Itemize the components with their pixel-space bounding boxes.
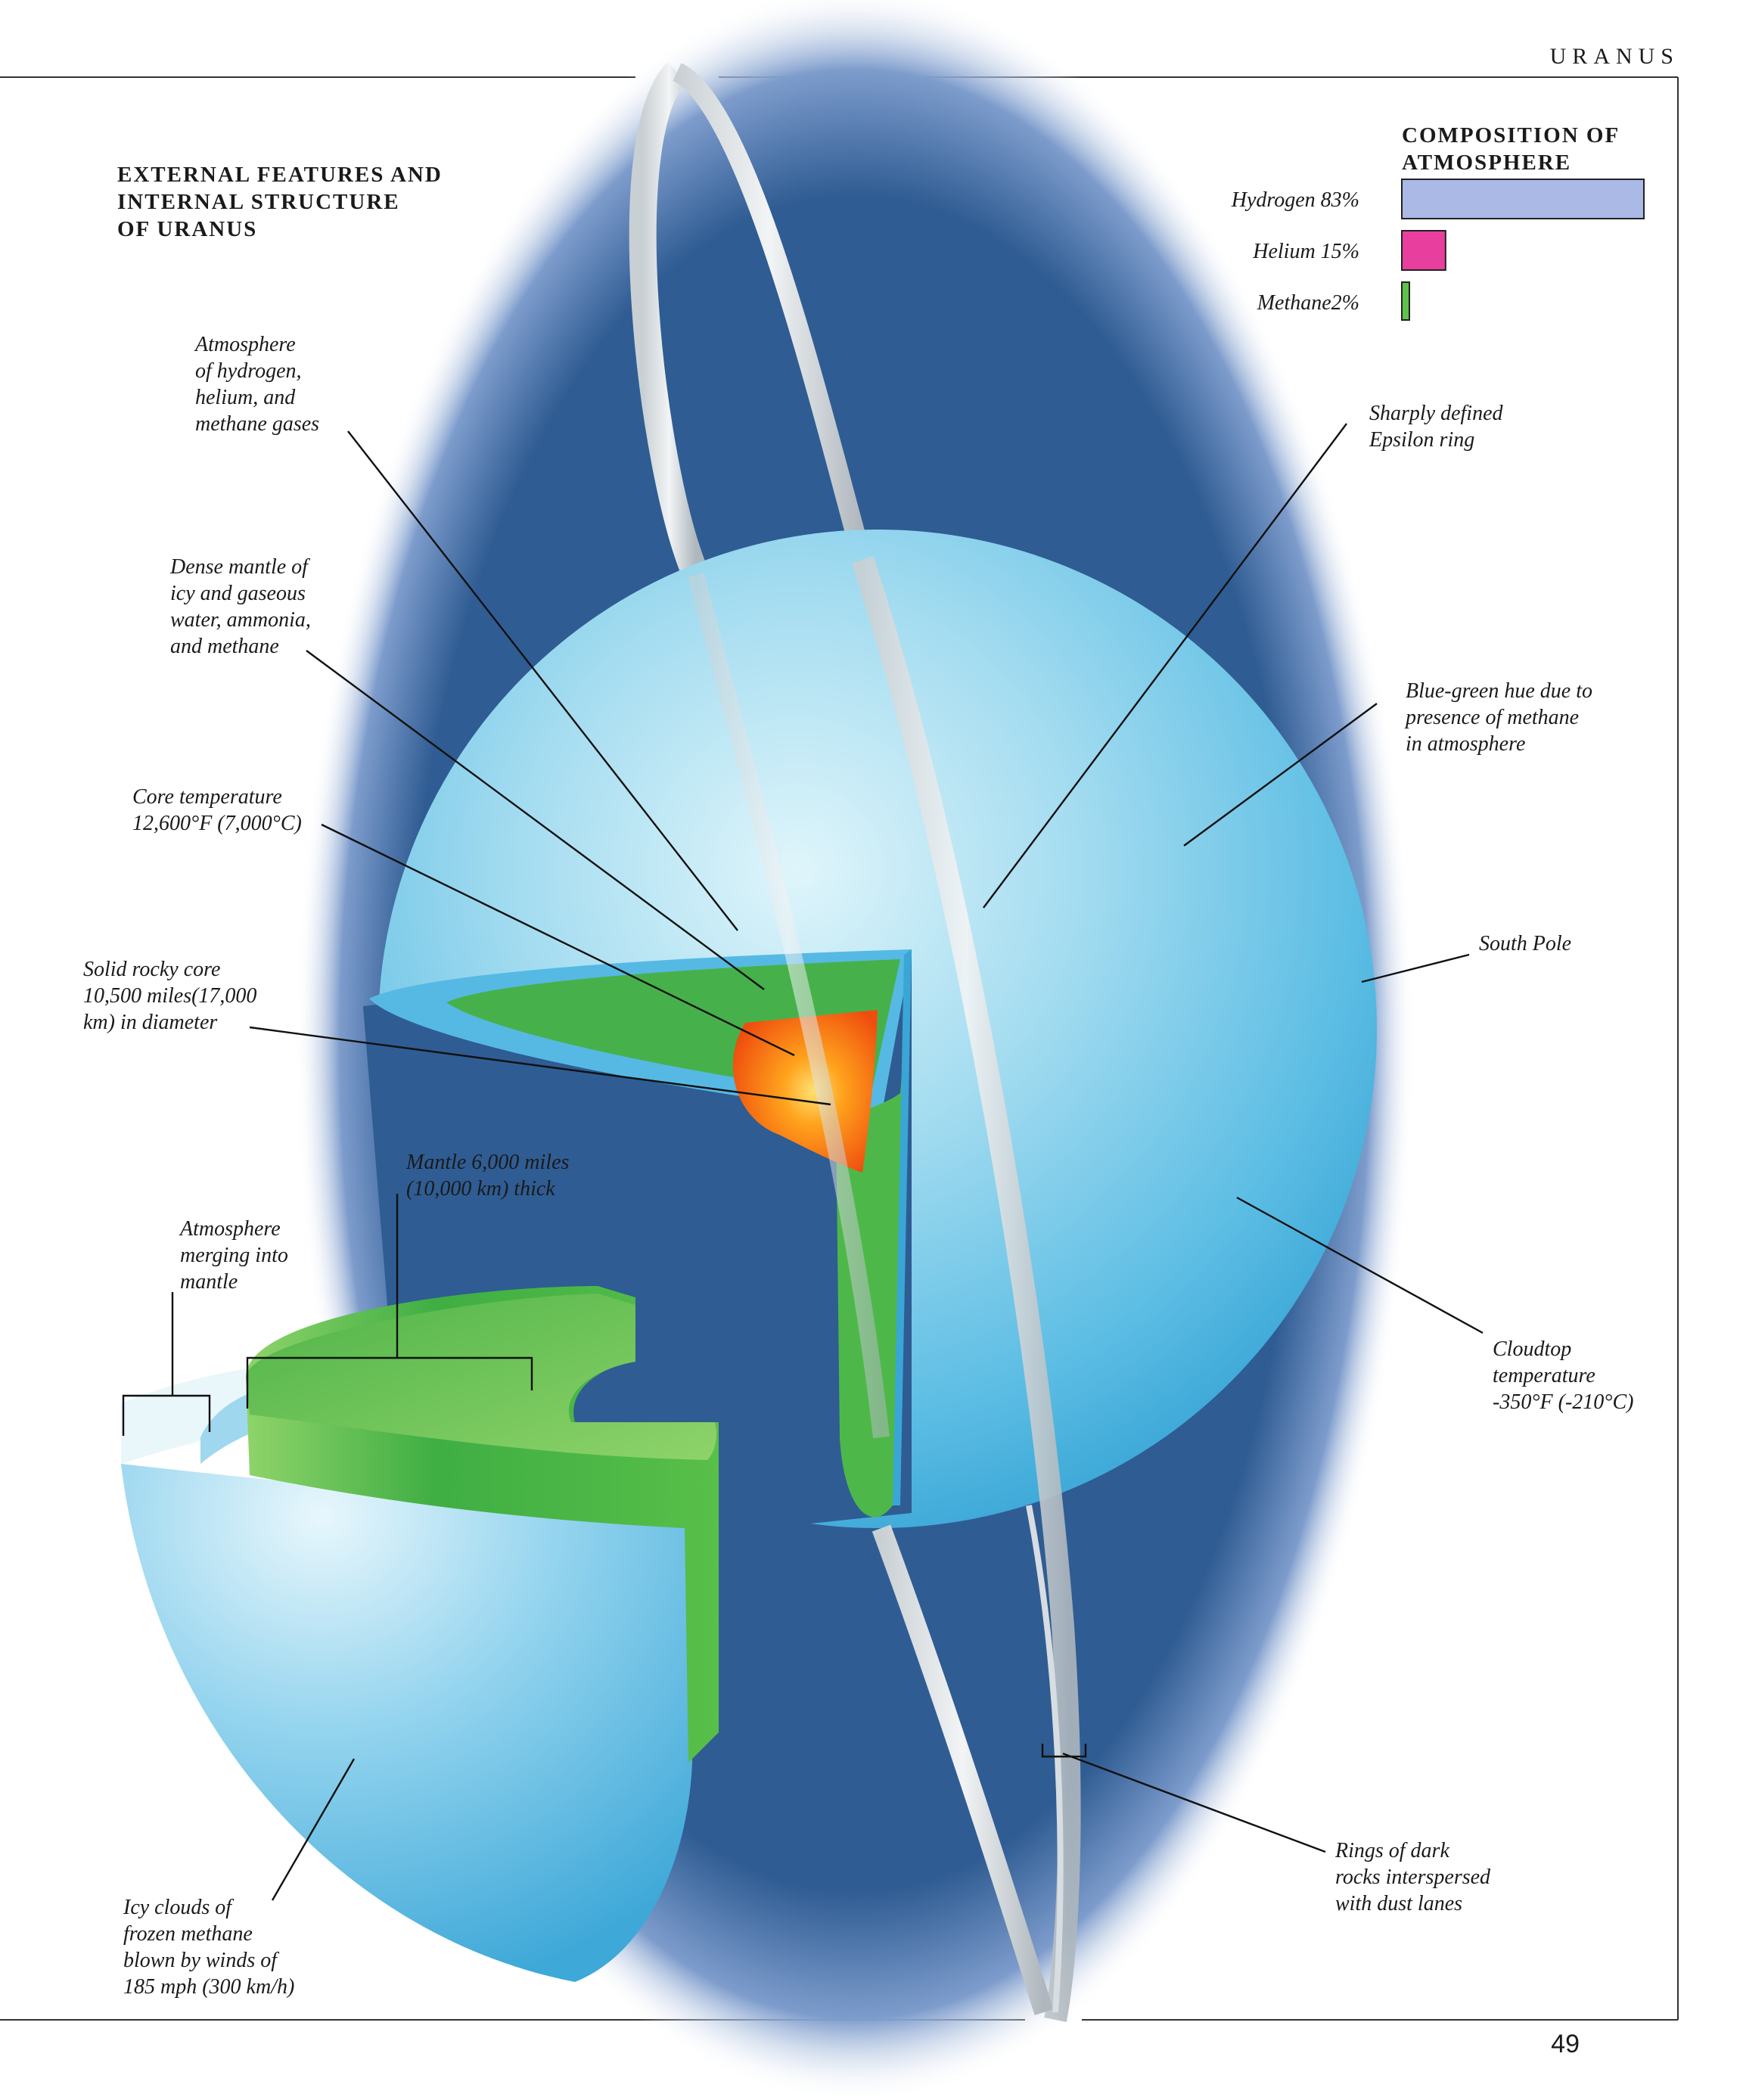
composition-label: Hydrogen 83%: [1231, 188, 1359, 212]
composition-bar: [1401, 230, 1446, 271]
label-south-pole: South Pole: [1479, 932, 1571, 955]
detached-segment: [121, 1286, 719, 1982]
label-epsilon-ring: Sharply defined Epsilon ring: [1369, 402, 1508, 452]
leader-lines: [122, 423, 1484, 1901]
page-number: 49: [1551, 2030, 1580, 2058]
composition-panel: COMPOSITION OF ATMOSPHERE Hydrogen 83% He…: [1231, 123, 1645, 321]
epsilon-ring-front: [688, 556, 1081, 2022]
label-atmosphere-merging: Atmosphere merging into mantle: [179, 1217, 294, 1294]
label-mantle-thickness: Mantle 6,000 miles (10,000 km) thick: [405, 1151, 574, 1201]
composition-label: Methane2%: [1257, 291, 1359, 315]
cutaway-interior: [369, 949, 912, 1518]
label-blue-green-hue: Blue-green hue due to presence of methan…: [1404, 679, 1598, 756]
label-core-temperature: Core temperature 12,600°F (7,000°C): [132, 785, 302, 835]
label-atmosphere: Atmosphere of hydrogen, helium, and meth…: [194, 333, 319, 436]
composition-bar: [1401, 281, 1410, 321]
epsilon-ring-back: [629, 62, 872, 581]
rocky-core: [732, 1010, 878, 1173]
label-cloudtop-temperature: Cloudtop temperature -350°F (-210°C): [1493, 1337, 1633, 1414]
composition-label: Helium 15%: [1252, 240, 1359, 263]
diagram-title: EXTERNAL FEATURES AND INTERNAL STRUCTURE…: [117, 163, 449, 241]
composition-bar: [1401, 179, 1645, 219]
composition-title: COMPOSITION OF ATMOSPHERE: [1402, 123, 1626, 175]
label-icy-clouds: Icy clouds of frozen methane blown by wi…: [123, 1896, 294, 1999]
label-dense-mantle: Dense mantle of icy and gaseous water, a…: [169, 555, 316, 658]
label-dark-rings: Rings of dark rocks interspersed with du…: [1334, 1839, 1496, 1915]
label-rocky-core: Solid rocky core 10,500 miles(17,000 km)…: [83, 958, 262, 1034]
section-header: URANUS: [1550, 44, 1679, 69]
